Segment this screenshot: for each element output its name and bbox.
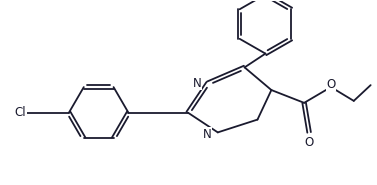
Text: N: N — [193, 77, 201, 90]
Text: O: O — [326, 78, 336, 91]
Text: N: N — [202, 128, 211, 141]
Text: Cl: Cl — [14, 106, 26, 119]
Text: O: O — [305, 136, 314, 149]
